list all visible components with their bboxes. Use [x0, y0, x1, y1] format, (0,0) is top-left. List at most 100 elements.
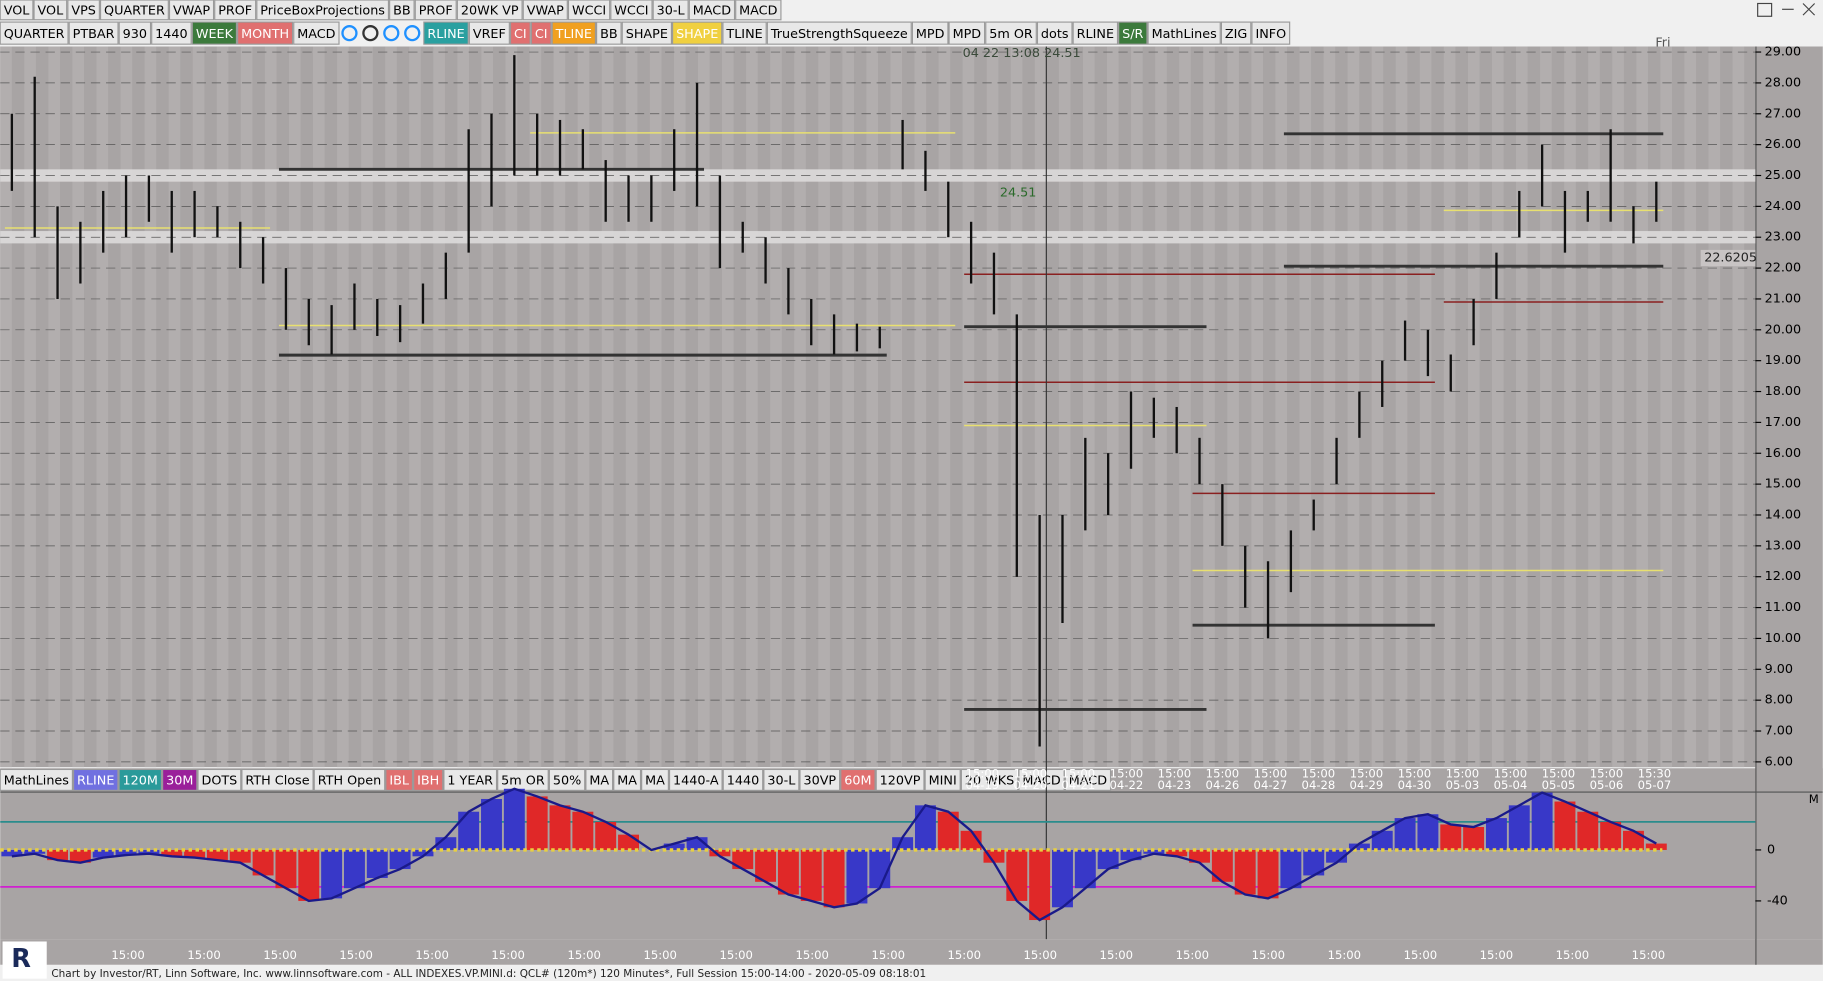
date-time-label: 15:00 [1014, 767, 1047, 781]
toolbar-button[interactable] [875, 768, 925, 791]
toolbar-button[interactable] [911, 21, 949, 45]
toolbar-button[interactable] [652, 0, 689, 21]
toolbar-button[interactable] [722, 768, 764, 791]
toolbar-button[interactable] [621, 21, 673, 45]
button-label: TrueStrengthSqueeze [770, 27, 908, 42]
macd-bar [92, 849, 114, 858]
button-label: MA [617, 774, 637, 789]
toolbar-button[interactable] [722, 21, 767, 45]
toolbar-button[interactable] [413, 768, 444, 791]
button-label: WCCI [572, 4, 606, 19]
toolbar-button[interactable] [1064, 768, 1112, 791]
toolbar-button[interactable] [256, 0, 390, 21]
toolbar-button[interactable] [162, 768, 198, 791]
session-stripe [986, 46, 999, 768]
toolbar-button[interactable] [1036, 21, 1073, 45]
session-stripe [1058, 46, 1071, 768]
toolbar-button[interactable] [551, 21, 597, 45]
toolbar-button[interactable] [668, 768, 723, 791]
toolbar-button[interactable] [567, 0, 611, 21]
crosshair-readout: 04 22 13:08 24.51 [963, 46, 1081, 61]
toolbar-button[interactable] [72, 768, 119, 791]
toolbar-button[interactable] [0, 21, 69, 45]
toolbar-button[interactable] [548, 768, 586, 791]
toolbar-button[interactable] [67, 0, 100, 21]
toolbar-button[interactable] [0, 0, 34, 21]
macd-bar [47, 849, 69, 861]
toolbar-button[interactable] [389, 0, 415, 21]
session-stripe [625, 46, 638, 768]
toolbar-button[interactable] [313, 768, 386, 791]
toolbar-button[interactable] [468, 21, 510, 45]
toolbar-button[interactable] [1220, 21, 1252, 45]
session-stripe [1155, 46, 1167, 768]
toolbar-button[interactable] [1018, 768, 1065, 791]
toolbar-button[interactable] [735, 0, 782, 21]
toolbar-button[interactable] [985, 21, 1037, 45]
toolbar-icon[interactable] [341, 24, 358, 42]
toolbar-button[interactable] [197, 768, 242, 791]
toolbar-button[interactable] [613, 768, 642, 791]
session-stripe [96, 46, 109, 768]
button-label: MACD [1022, 774, 1060, 789]
toolbar-button[interactable] [0, 768, 73, 791]
toolbar-button[interactable] [443, 768, 498, 791]
toolbar-button[interactable] [1072, 21, 1119, 45]
toolbar-button[interactable] [385, 768, 414, 791]
close-button[interactable] [1802, 3, 1816, 16]
y-tick-label: 18.00 [1765, 384, 1802, 399]
toolbar-button[interactable] [960, 768, 1019, 791]
toolbar-button[interactable] [118, 21, 152, 45]
toolbar-button[interactable] [99, 0, 169, 21]
toolbar-button[interactable] [522, 0, 568, 21]
restore-button[interactable] [1757, 2, 1773, 17]
price-marker: 24.51 [1000, 185, 1037, 200]
toolbar-button[interactable] [456, 0, 523, 21]
toolbar-button[interactable] [610, 0, 653, 21]
toolbar-button[interactable] [641, 768, 669, 791]
macd-bar [1554, 801, 1576, 850]
toolbar-button[interactable] [840, 768, 876, 791]
session-stripe [1419, 46, 1432, 768]
macd-bar [1280, 849, 1302, 889]
logo-mark: R [11, 944, 31, 974]
toolbar-button[interactable] [168, 0, 215, 21]
toolbar-button[interactable] [1251, 21, 1291, 45]
toolbar-button[interactable] [33, 0, 68, 21]
toolbar-button[interactable] [151, 21, 192, 45]
toolbar-button[interactable] [766, 21, 912, 45]
toolbar-button[interactable] [1147, 21, 1221, 45]
toolbar-button[interactable] [241, 768, 314, 791]
toolbar-button[interactable] [214, 0, 257, 21]
toolbar-button[interactable] [924, 768, 961, 791]
toolbar-button[interactable] [68, 21, 119, 45]
toolbar-button[interactable] [799, 768, 841, 791]
toolbar-icon[interactable] [362, 24, 379, 42]
toolbar-button[interactable] [948, 21, 986, 45]
toolbar-button[interactable] [509, 21, 531, 45]
toolbar-button[interactable] [293, 21, 340, 45]
y-tick-label: 26.00 [1765, 137, 1802, 152]
time-label: 15:00 [1176, 948, 1209, 962]
button-label: 1 YEAR [447, 774, 493, 789]
toolbar-button[interactable] [596, 21, 622, 45]
toolbar-icon[interactable] [383, 24, 400, 42]
toolbar-button[interactable] [688, 0, 736, 21]
time-label: 15:00 [948, 948, 981, 962]
toolbar-button[interactable] [237, 21, 294, 45]
toolbar-button[interactable] [672, 21, 723, 45]
toolbar-button[interactable] [763, 768, 800, 791]
toolbar-button[interactable] [118, 768, 163, 791]
toolbar-button[interactable] [1118, 21, 1148, 45]
toolbar-button[interactable] [423, 21, 469, 45]
toolbar-icon[interactable] [404, 24, 421, 42]
toolbar-button[interactable] [414, 0, 457, 21]
session-stripe [168, 46, 181, 768]
toolbar-button[interactable] [191, 21, 238, 45]
toolbar-button[interactable] [585, 768, 614, 791]
session-stripe [1203, 46, 1215, 768]
toolbar-button[interactable] [530, 21, 552, 45]
macd-bar [1303, 849, 1325, 876]
date-label: 04-22 [1110, 778, 1144, 792]
